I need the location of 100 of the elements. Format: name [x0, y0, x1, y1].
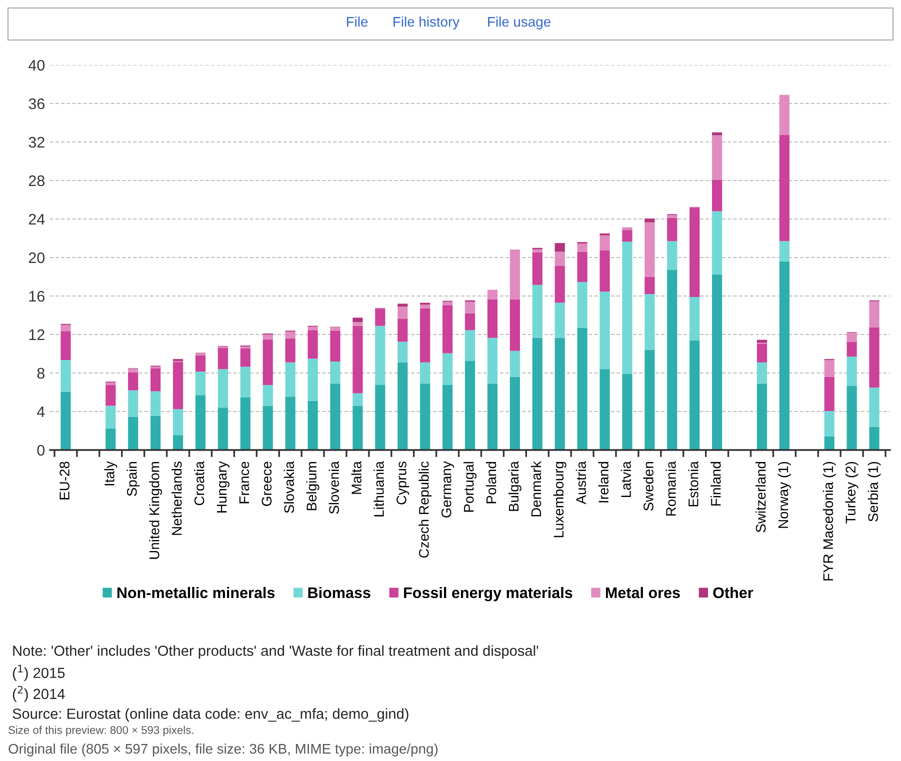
bar: [554, 243, 565, 252]
bar: [150, 368, 161, 392]
bar: [218, 369, 228, 408]
bar: [308, 358, 318, 401]
x-tick-label: Portugal: [464, 462, 476, 512]
bar: [330, 330, 340, 362]
x-tick-label: EU-28: [60, 462, 70, 500]
bar: [532, 338, 542, 450]
bar: [128, 372, 138, 390]
x-tick-label: Czech Republic: [418, 461, 432, 558]
bar: [622, 242, 632, 374]
bar: [577, 282, 588, 328]
bar: [779, 134, 790, 242]
bar: [824, 376, 834, 412]
y-tick-label: 40: [28, 60, 45, 71]
bar: [308, 400, 318, 450]
text: ($^{1}$) 2015: [12, 664, 65, 681]
x-tick-label: Ireland: [598, 462, 608, 502]
bar: [487, 338, 498, 384]
bar: [285, 396, 296, 450]
bar: [172, 362, 184, 410]
bar: [285, 332, 296, 338]
bar: [285, 338, 296, 362]
bar: [262, 385, 273, 406]
bar: [262, 334, 273, 340]
bar: [172, 409, 184, 436]
bar: [442, 353, 453, 386]
bar: [464, 330, 476, 361]
bar: [352, 322, 363, 326]
bar: [106, 385, 116, 406]
x-tick-label: Switzerland: [756, 462, 766, 532]
bar: [60, 331, 71, 360]
bar: [779, 94, 790, 135]
y-tick-label: 28: [28, 175, 44, 186]
bar: [398, 318, 408, 342]
x-tick-label: Malta: [351, 461, 362, 494]
text: Original file (805 × 597 pixels, file size: 36 KB, MIME type: image/png): [8, 744, 438, 756]
legend-label: Other: [713, 586, 754, 598]
bar: [464, 313, 476, 330]
x-tick-label: Greece: [262, 462, 272, 506]
bar: [464, 302, 476, 314]
x-tick-label: Sweden: [643, 462, 654, 511]
bar: [869, 301, 880, 328]
bar: [398, 342, 408, 362]
bar: [487, 299, 498, 338]
y-tick-label: 8: [37, 368, 44, 379]
y-tick-label: 0: [37, 444, 45, 456]
bar: [644, 222, 655, 277]
x-tick-label: Belgium: [306, 462, 320, 510]
bar: [510, 299, 520, 351]
bar: [644, 350, 655, 450]
bar: [464, 360, 476, 450]
bar: [869, 387, 880, 427]
bar: [644, 294, 655, 350]
bar: [554, 252, 565, 266]
x-tick-label: Austria: [576, 461, 586, 504]
bar: [554, 302, 565, 338]
bar: [128, 390, 138, 417]
y-tick-label: 4: [36, 406, 45, 418]
y-tick-label: 16: [29, 290, 44, 302]
bar: [667, 218, 678, 242]
legend-label: Fossil energy materials: [404, 586, 572, 602]
bar: [846, 356, 857, 386]
bar: [218, 348, 228, 370]
bar: [398, 304, 408, 307]
x-tick-label: FYR Macedonia (1): [822, 462, 836, 580]
bar: [262, 339, 273, 386]
y-tick-label: 36: [28, 98, 44, 110]
bar: [690, 296, 700, 340]
bar: [195, 372, 206, 396]
bar: [330, 384, 340, 450]
bar: [420, 308, 430, 362]
x-tick-label: Netherlands: [172, 462, 182, 535]
x-tick-label: Romania: [666, 461, 676, 516]
bar: [240, 398, 250, 450]
bar: [218, 408, 228, 450]
bar: [846, 332, 857, 342]
source-note: Source: Eurostat (online data code: env_ac_mfa; demo_gind): [12, 708, 408, 722]
bar: [442, 305, 453, 354]
bar: [510, 350, 520, 377]
bar: [600, 235, 610, 250]
x-tick-label: Slovakia: [284, 461, 294, 513]
bar: [150, 416, 161, 450]
bar: [690, 340, 700, 450]
bar: [824, 360, 834, 377]
bar: [60, 324, 71, 332]
bar: [398, 306, 408, 319]
bar: [487, 290, 498, 300]
bar: [240, 366, 250, 398]
bar: [667, 241, 678, 270]
bar: [106, 406, 116, 428]
x-tick-label: Cyprus: [396, 462, 410, 504]
bar: [712, 274, 722, 450]
bar: [352, 406, 363, 450]
bar: [600, 250, 610, 292]
x-tick-label: Luxembourg: [553, 462, 566, 538]
bar: [240, 348, 250, 367]
bar: [308, 330, 318, 359]
bar: [375, 385, 386, 450]
text: Size of this preview: 800 × 593 pixels.: [8, 726, 194, 736]
